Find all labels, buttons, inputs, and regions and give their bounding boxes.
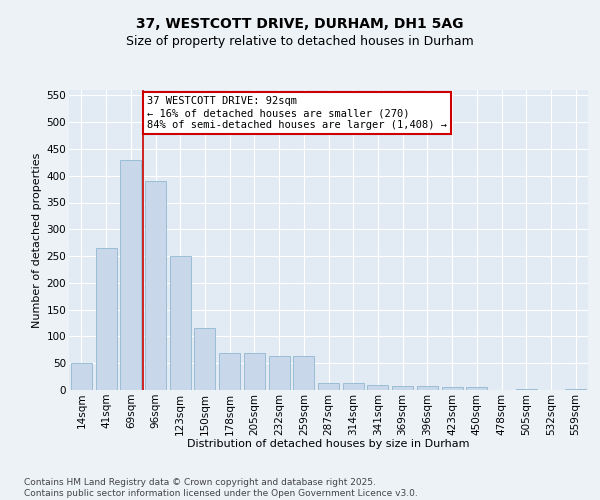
Bar — [565, 389, 586, 390]
Bar — [293, 356, 314, 390]
Text: Contains HM Land Registry data © Crown copyright and database right 2025.
Contai: Contains HM Land Registry data © Crown c… — [24, 478, 418, 498]
Bar — [95, 248, 116, 390]
Bar — [343, 383, 364, 390]
Bar — [244, 352, 265, 390]
Text: 37, WESTCOTT DRIVE, DURHAM, DH1 5AG: 37, WESTCOTT DRIVE, DURHAM, DH1 5AG — [136, 18, 464, 32]
Bar — [516, 389, 537, 390]
Bar — [145, 181, 166, 390]
Bar — [194, 328, 215, 390]
X-axis label: Distribution of detached houses by size in Durham: Distribution of detached houses by size … — [187, 439, 470, 449]
Bar — [367, 384, 388, 390]
Bar — [392, 386, 413, 390]
Bar — [170, 256, 191, 390]
Bar — [269, 356, 290, 390]
Bar — [417, 386, 438, 390]
Bar — [318, 383, 339, 390]
Bar — [71, 363, 92, 390]
Bar — [120, 160, 141, 390]
Y-axis label: Number of detached properties: Number of detached properties — [32, 152, 43, 328]
Bar — [219, 352, 240, 390]
Text: 37 WESTCOTT DRIVE: 92sqm
← 16% of detached houses are smaller (270)
84% of semi-: 37 WESTCOTT DRIVE: 92sqm ← 16% of detach… — [147, 96, 447, 130]
Bar — [466, 388, 487, 390]
Bar — [442, 388, 463, 390]
Text: Size of property relative to detached houses in Durham: Size of property relative to detached ho… — [126, 35, 474, 48]
